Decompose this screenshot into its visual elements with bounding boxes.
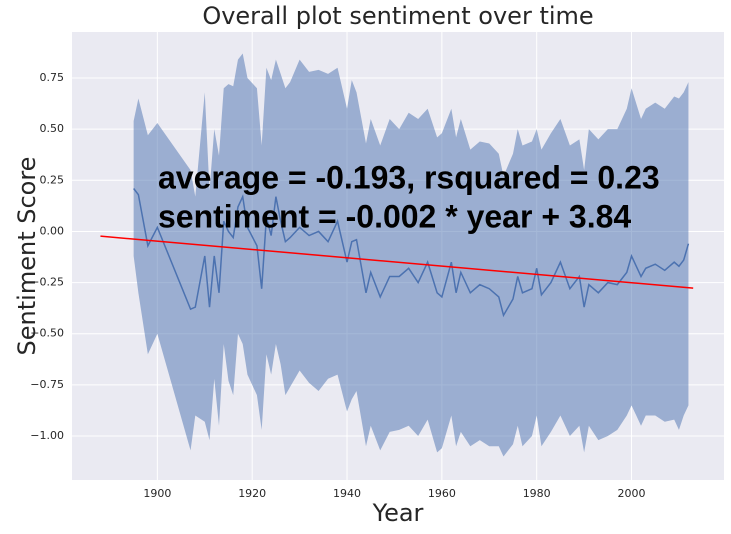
regression-line [100, 235, 694, 289]
y-tick-label: 0.50 [40, 122, 65, 135]
line [133, 188, 690, 318]
y-tick-label: −1.00 [30, 429, 64, 442]
y-tick-label: −0.25 [30, 276, 64, 289]
x-tick-label: 1900 [143, 487, 171, 500]
chart-title: Overall plot sentiment over time [202, 2, 593, 30]
annotation: average = -0.193, rsquared = 0.23 [158, 159, 660, 195]
y-tick-label: −0.75 [30, 378, 64, 391]
x-tick-label: 1940 [333, 487, 361, 500]
x-tick-label: 1920 [238, 487, 266, 500]
y-tick-label: 0.25 [40, 173, 65, 186]
annotation: sentiment = -0.002 * year + 3.84 [158, 198, 631, 234]
x-tick-label: 1960 [428, 487, 456, 500]
x-tick-label: 2000 [618, 487, 646, 500]
y-tick-label: 0.00 [40, 224, 65, 237]
x-tick-label: 1980 [523, 487, 551, 500]
x-axis-label: Year [372, 499, 424, 527]
y-tick-label: 0.75 [40, 71, 65, 84]
confidence-band [133, 53, 689, 457]
y-tick-label: −0.50 [30, 327, 64, 340]
y-axis-label: Sentiment Score [13, 157, 41, 356]
